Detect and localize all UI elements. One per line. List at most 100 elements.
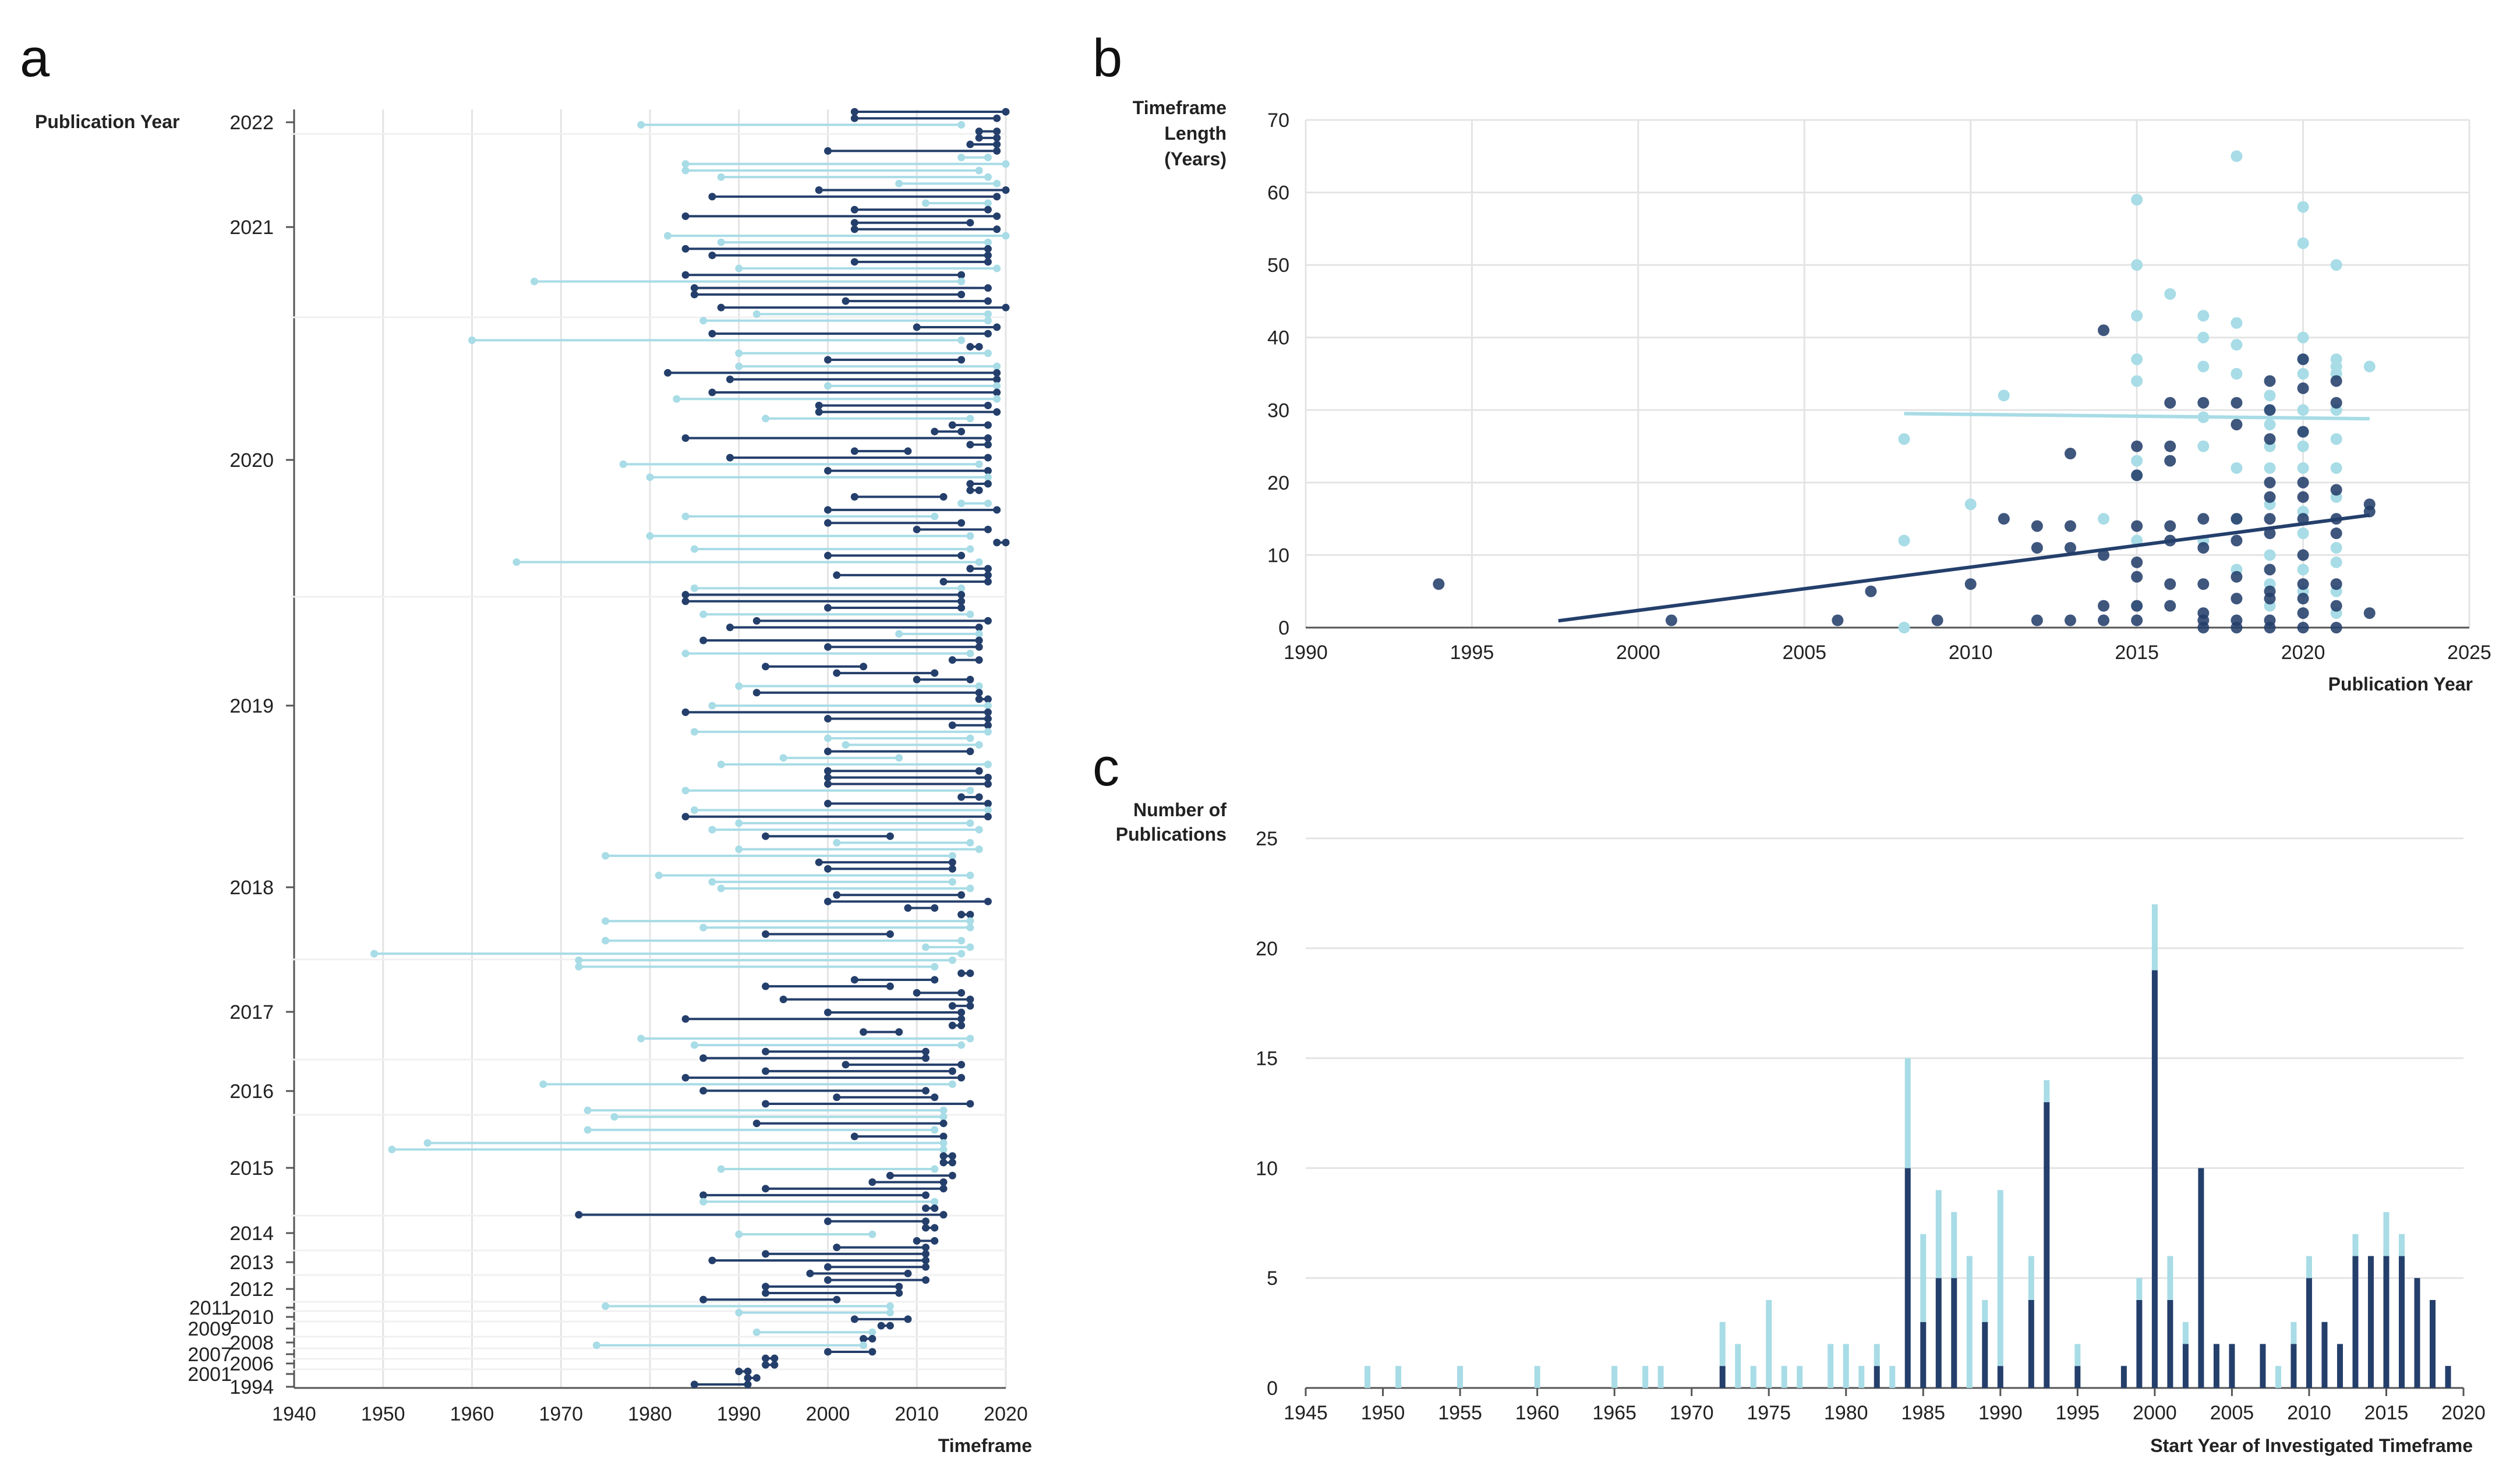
a-interval-end-point [975, 343, 983, 351]
a-year-label: 2006 [229, 1353, 274, 1375]
c-x-tick-label: 1960 [1515, 1402, 1560, 1424]
b-point-dark [2164, 455, 2176, 467]
a-interval-end-point [993, 408, 1001, 416]
a-interval-end-point [984, 441, 992, 449]
a-interval-start-point [913, 525, 921, 533]
b-point-dark [2131, 571, 2143, 583]
a-interval-start-point [833, 571, 841, 579]
a-interval-start-point [913, 1237, 921, 1245]
a-interval-end-point [931, 1237, 939, 1245]
a-interval-end-point [957, 604, 966, 612]
a-year-label: 2022 [229, 112, 274, 134]
b-point-light [2131, 455, 2143, 467]
a-interval-start-point [824, 748, 832, 756]
b-point-light [2297, 404, 2309, 416]
a-year-label: 2017 [229, 1001, 274, 1023]
b-point-dark [2131, 469, 2143, 481]
a-interval-start-point [592, 1341, 600, 1350]
a-interval-end-point [948, 1171, 956, 1180]
a-interval-start-point [824, 551, 832, 559]
a-interval-end-point [922, 1244, 930, 1252]
a-interval-end-point [922, 1250, 930, 1258]
c-bar-light [2352, 1234, 2359, 1256]
a-interval-start-point [860, 1028, 868, 1036]
c-bar-light [1766, 1299, 1772, 1388]
a-interval-end-point [957, 1015, 966, 1023]
a-interval-start-point [824, 897, 832, 905]
b-point-dark [2264, 593, 2276, 605]
a-interval-start-point [735, 264, 743, 272]
c-y-axis-title-line: Number of [1133, 799, 1227, 820]
a-interval-end-point [744, 1368, 752, 1376]
a-interval-end-point [939, 1145, 948, 1153]
a-interval-end-point [948, 852, 956, 860]
c-bar-light [2182, 1322, 2189, 1344]
b-point-light [2197, 440, 2210, 452]
a-interval-end-point [1002, 539, 1010, 547]
b-point-light [2264, 419, 2276, 431]
a-interval-start-point [762, 1047, 770, 1056]
a-interval-start-point [690, 291, 698, 299]
a-interval-start-point [779, 754, 787, 762]
c-bar-light [1719, 1322, 1726, 1366]
a-interval-end-point [904, 1315, 912, 1323]
a-interval-start-point [948, 1021, 956, 1029]
b-point-dark [2363, 607, 2376, 619]
a-interval-end-point [922, 1191, 930, 1199]
a-x-tick-label: 1950 [361, 1403, 405, 1425]
a-interval-end-point [931, 512, 939, 520]
a-interval-start-point [860, 1335, 868, 1343]
a-interval-start-point [815, 408, 823, 416]
a-interval-end-point [993, 395, 1001, 403]
b-point-light [2363, 360, 2376, 373]
b-point-dark [2231, 396, 2243, 409]
a-interval-start-point [690, 728, 698, 736]
a-interval-start-point [735, 845, 743, 853]
a-x-tick-label: 1980 [628, 1403, 672, 1425]
b-point-dark [2330, 375, 2342, 387]
b-point-light [2197, 331, 2210, 343]
a-interval-start-point [966, 565, 974, 573]
a-interval-end-point [931, 1126, 939, 1134]
c-bar-light [2167, 1256, 2173, 1300]
c-bar-light [1858, 1366, 1865, 1388]
a-interval-end-point [886, 1302, 894, 1310]
a-interval-start-point [824, 506, 832, 514]
a-y-axis-title: Publication Year [35, 111, 179, 132]
b-point-dark [2264, 375, 2276, 387]
c-bar-light [1457, 1366, 1464, 1388]
c-bar-dark [2398, 1256, 2405, 1388]
b-point-dark [2264, 513, 2276, 525]
a-x-tick-label: 1990 [717, 1403, 761, 1425]
a-interval-end-point [957, 336, 966, 344]
b-point-dark [2064, 541, 2076, 554]
a-interval-end-point [966, 839, 974, 847]
b-point-dark [2197, 513, 2210, 525]
a-interval-end-point [966, 872, 974, 880]
b-point-light [2297, 368, 2309, 380]
a-interval-start-point [752, 1328, 761, 1336]
a-year-label: 2013 [229, 1252, 274, 1274]
b-point-light [2264, 389, 2276, 402]
a-interval-end-point [922, 1263, 930, 1271]
b-point-dark [2197, 396, 2210, 409]
a-interval-start-point [975, 695, 983, 703]
a-x-tick-label: 1940 [272, 1403, 316, 1425]
a-year-label: 2008 [229, 1332, 274, 1354]
c-y-tick-label: 10 [1256, 1157, 1278, 1180]
a-interval-start-point [575, 963, 583, 971]
a-interval-end-point [957, 291, 966, 299]
a-interval-start-point [762, 415, 770, 423]
a-interval-start-point [708, 193, 716, 201]
c-bar-dark [2337, 1344, 2343, 1388]
a-interval-start-point [602, 917, 610, 925]
b-point-dark [2231, 622, 2243, 633]
a-interval-end-point [984, 715, 992, 723]
a-interval-end-point [966, 787, 974, 795]
a-interval-start-point [735, 682, 743, 690]
a-interval-end-point [993, 369, 1001, 377]
a-interval-end-point [957, 1008, 966, 1017]
a-interval-start-point [690, 806, 698, 814]
a-interval-start-point [939, 1152, 948, 1160]
